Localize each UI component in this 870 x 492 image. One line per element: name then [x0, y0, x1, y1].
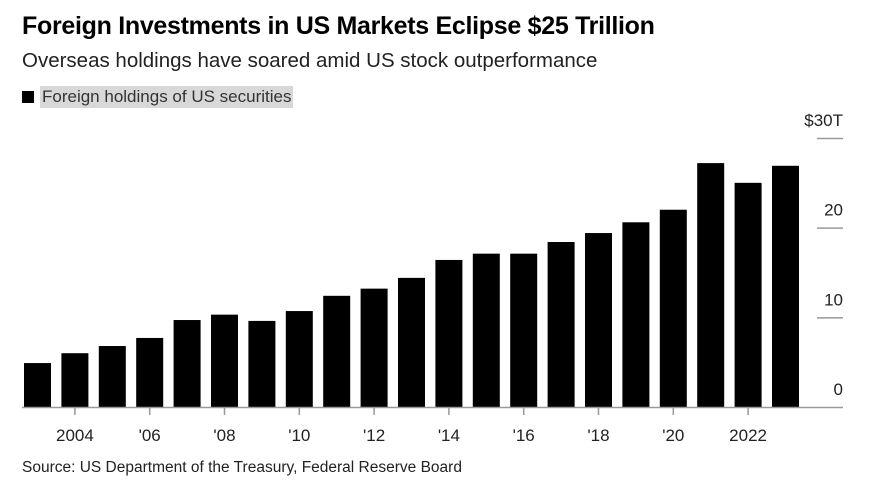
x-tick-label: '20	[662, 426, 684, 445]
legend-label: Foreign holdings of US securities	[40, 86, 294, 108]
y-tick-label: 10	[824, 290, 843, 309]
bar-2012	[360, 288, 388, 407]
bar-2021	[697, 163, 725, 407]
bar-2004	[61, 353, 89, 407]
x-tick-label: '10	[288, 426, 310, 445]
bar-2013	[398, 277, 425, 407]
bar-2003	[24, 363, 51, 407]
bar-2014	[435, 259, 463, 407]
bar-2017	[547, 242, 575, 407]
bar-2015	[472, 253, 500, 407]
x-tick-label: '08	[213, 426, 235, 445]
bar-2020	[659, 209, 687, 407]
bar-2006	[136, 337, 164, 407]
bar-2010	[285, 311, 313, 407]
chart-subtitle: Overseas holdings have soared amid US st…	[22, 49, 598, 72]
legend: Foreign holdings of US securities	[22, 86, 294, 108]
legend-swatch	[22, 91, 34, 103]
y-tick-label: 0	[834, 380, 843, 399]
bar-2019	[622, 222, 650, 407]
x-tick-label: '06	[139, 426, 161, 445]
bar-2016	[510, 253, 538, 407]
x-tick-label: '18	[587, 426, 609, 445]
x-tick-label: '14	[438, 426, 460, 445]
bar-2008	[211, 314, 238, 407]
x-tick-label: '12	[363, 426, 385, 445]
bar-2009	[248, 320, 276, 407]
source-note: Source: US Department of the Treasury, F…	[22, 459, 462, 476]
bar-2005	[98, 346, 126, 407]
bar-2023	[772, 165, 799, 407]
x-tick-label: 2004	[56, 426, 94, 445]
y-tick-label: $30T	[804, 111, 843, 130]
x-tick-label: 2022	[729, 426, 767, 445]
y-tick-label: 20	[824, 201, 843, 220]
bar-2007	[173, 320, 201, 407]
chart-title: Foreign Investments in US Markets Eclips…	[22, 12, 655, 40]
bar-2018	[585, 233, 612, 407]
x-tick-label: '16	[513, 426, 535, 445]
bar-2022	[734, 182, 762, 407]
bar-2011	[323, 295, 351, 407]
